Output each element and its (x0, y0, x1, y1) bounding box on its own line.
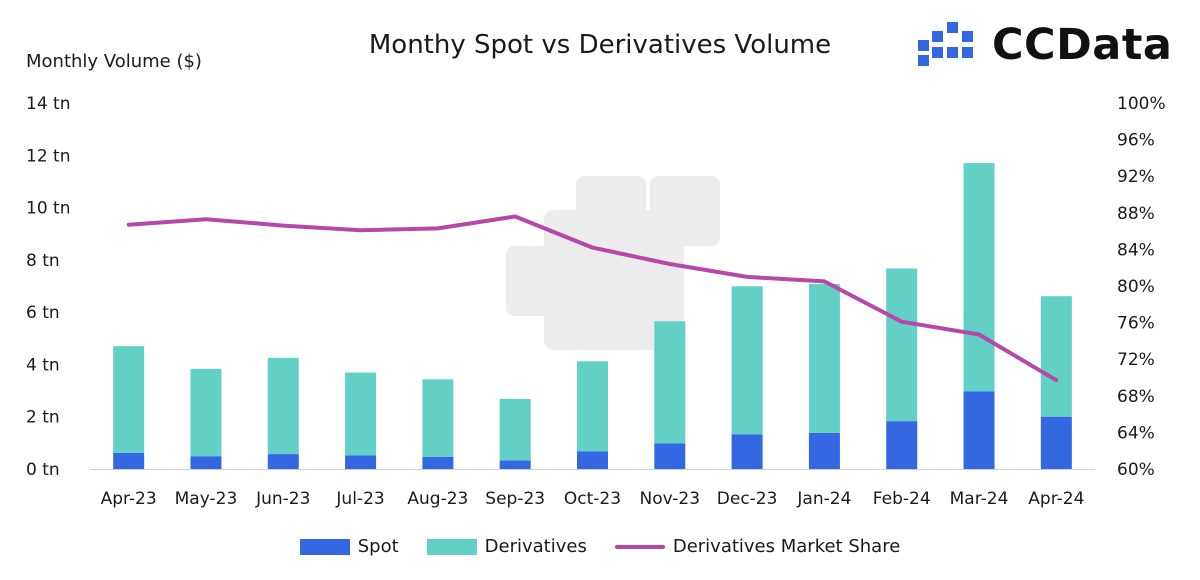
y-tick-label: 10 tn (26, 199, 70, 219)
y2-tick-label: 84% (1117, 240, 1155, 260)
y2-tick-label: 60% (1117, 460, 1155, 480)
y2-tick-label: 80% (1117, 277, 1155, 297)
y-tick-label: 8 tn (26, 251, 60, 271)
y-tick-label: 4 tn (26, 355, 60, 375)
bar-derivatives (577, 361, 608, 452)
x-tick-label: Dec-23 (717, 489, 778, 509)
y-tick-label: 2 tn (26, 408, 60, 428)
bar-spot (267, 454, 299, 469)
chart-title: Monthy Spot vs Derivatives Volume (368, 30, 832, 60)
legend-item-derivatives: Derivatives (426, 536, 587, 557)
bar-derivatives (345, 372, 377, 456)
bar-derivatives (422, 379, 454, 457)
bar-spot (422, 456, 454, 469)
y2-tick-label: 100% (1117, 94, 1166, 114)
legend-item-spot: Spot (299, 536, 399, 557)
legend-label-market-share: Derivatives Market Share (672, 536, 901, 557)
bar-spot (808, 432, 840, 469)
x-tick-label: Nov-23 (640, 489, 701, 509)
x-tick-label: Aug-23 (407, 489, 468, 509)
y-tick-label: 14 tn (26, 94, 70, 114)
brand-name: CCData (992, 20, 1173, 70)
bar-derivatives (654, 321, 686, 444)
x-tick-label: Feb-24 (873, 489, 931, 509)
bar-derivatives (731, 286, 763, 435)
bar-derivatives (267, 357, 299, 455)
y2-tick-label: 96% (1117, 131, 1155, 151)
x-tick-label: Apr-24 (1028, 489, 1084, 509)
y2-tick-label: 88% (1117, 204, 1155, 224)
legend-label-derivatives: Derivatives (484, 536, 587, 557)
x-tick-label: May-23 (175, 489, 238, 509)
bar-derivatives (808, 283, 840, 433)
bar-derivatives (113, 346, 145, 453)
legend-label-spot: Spot (357, 536, 399, 557)
x-tick-label: Oct-23 (564, 489, 621, 509)
bar-derivatives (886, 268, 918, 422)
legend-swatch-derivatives (426, 538, 477, 555)
x-tick-label: Sep-23 (485, 489, 545, 509)
brand-logo: CCData (918, 20, 1173, 70)
bar-spot (886, 421, 918, 469)
legend-item-market-share: Derivatives Market Share (614, 536, 901, 557)
legend: Spot Derivatives Derivatives Market Shar… (0, 536, 1200, 557)
x-tick-label: Jan-24 (796, 489, 851, 509)
bar-derivatives (1040, 296, 1072, 417)
y2-tick-label: 64% (1117, 423, 1155, 443)
bar-spot (963, 391, 995, 469)
bar-spot (1040, 416, 1072, 469)
watermark-icon (506, 176, 720, 350)
y2-tick-label: 72% (1117, 350, 1155, 370)
y2-tick-label: 76% (1117, 314, 1155, 334)
y-tick-label: 6 tn (26, 303, 60, 323)
bar-spot (731, 434, 763, 469)
y2-tick-label: 92% (1117, 167, 1155, 187)
bar-derivatives (963, 163, 995, 392)
x-tick-label: Mar-24 (950, 489, 1009, 509)
bar-derivatives (190, 368, 222, 457)
y-tick-label: 0 tn (26, 460, 60, 480)
x-tick-label: Jun-23 (255, 489, 310, 509)
ccdata-logo-icon (918, 22, 973, 66)
bar-derivatives (499, 398, 531, 461)
y2-tick-label: 68% (1117, 387, 1155, 407)
bar-spot (190, 456, 222, 469)
bar-spot (577, 451, 608, 469)
x-tick-label: Jul-23 (335, 489, 384, 509)
bar-spot (499, 460, 531, 469)
bar-spot (345, 455, 377, 469)
bar-spot (113, 452, 145, 469)
legend-swatch-spot (299, 538, 350, 555)
line-market-share (126, 214, 1059, 383)
legend-swatch-market-share (614, 544, 665, 549)
y-tick-label: 12 tn (26, 146, 70, 166)
x-tick-label: Apr-23 (101, 489, 157, 509)
y-axis-label: Monthly Volume ($) (26, 51, 202, 72)
bar-spot (654, 443, 686, 469)
